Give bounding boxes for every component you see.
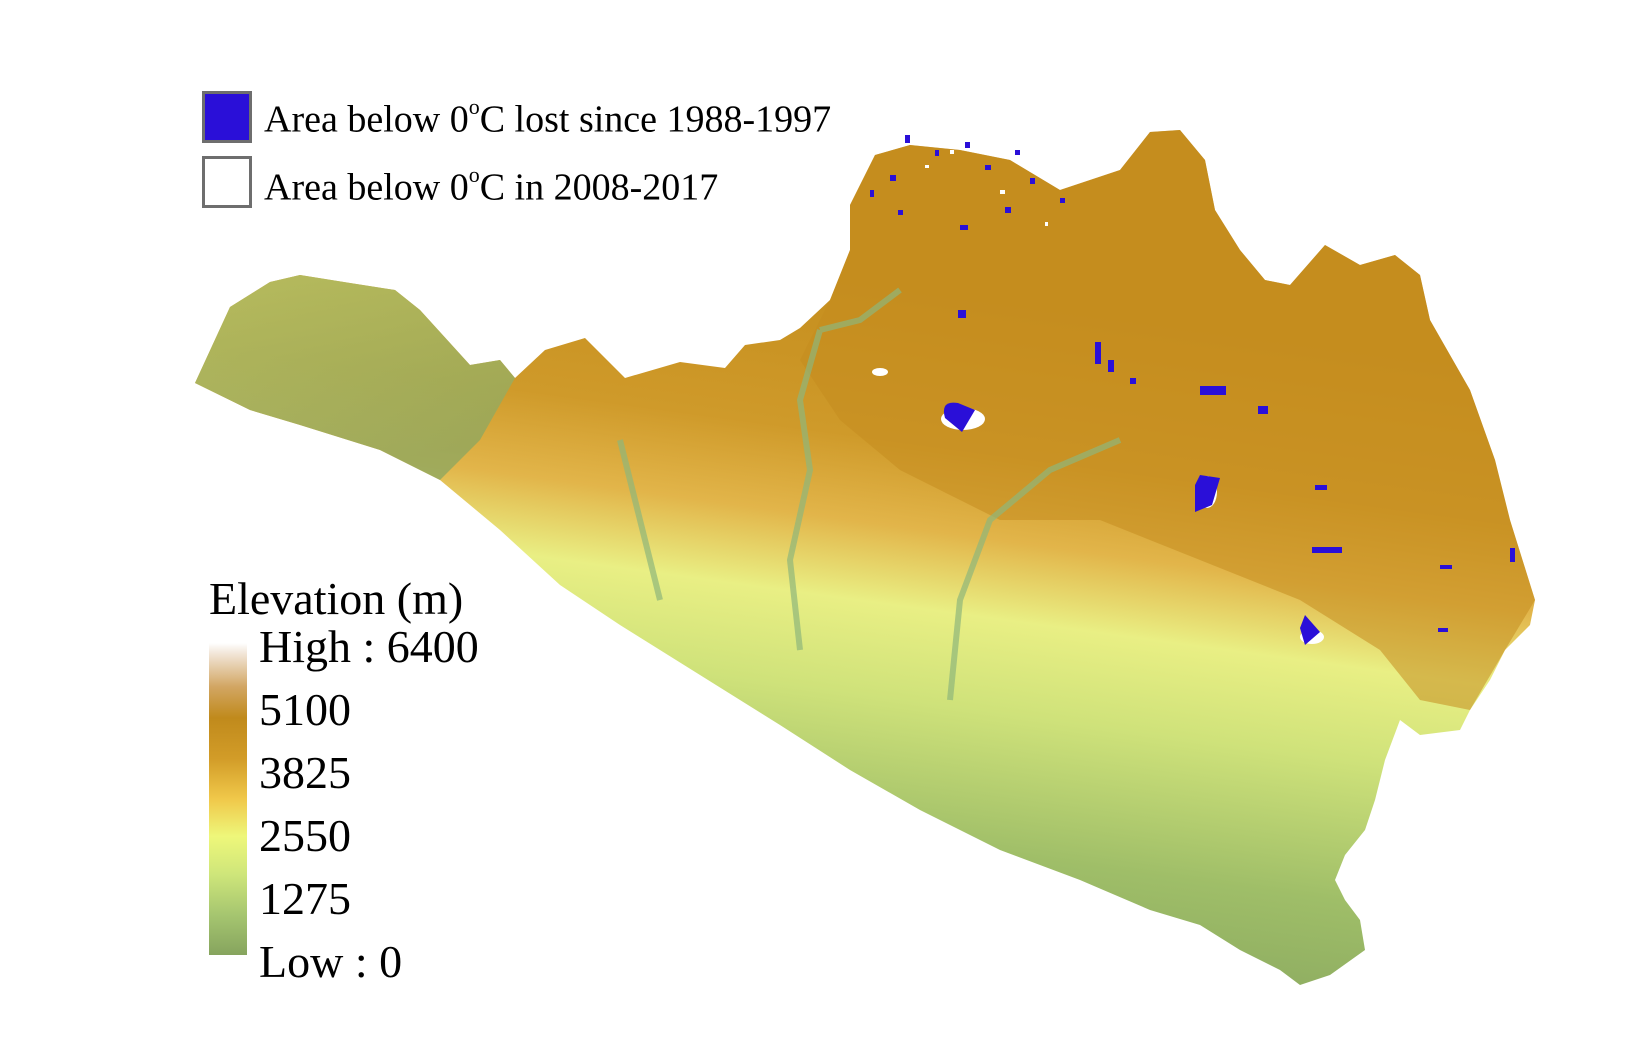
lost-area-degree: o xyxy=(468,94,480,119)
river-valleys xyxy=(617,287,1122,701)
lost-area-label-text: Area below 0 xyxy=(264,98,469,141)
current-area-degree: o xyxy=(468,162,480,187)
elevation-label-2550: 2550 xyxy=(259,810,351,861)
elevation-label-high: High : 6400 xyxy=(259,621,479,672)
elevation-label-3825: 3825 xyxy=(259,747,351,798)
lost-area-swatch xyxy=(202,91,252,143)
current-area-label-suffix: C in 2008-2017 xyxy=(479,166,719,209)
elevation-label-1275: 1275 xyxy=(259,873,351,924)
elevation-label-5100: 5100 xyxy=(259,684,351,735)
western-lowland xyxy=(195,275,515,480)
current-area-label-text: Area below 0 xyxy=(264,166,469,209)
highland-zone xyxy=(800,130,1535,710)
lost-ice-areas xyxy=(870,135,1515,645)
elevation-legend-title: Elevation (m) xyxy=(209,573,464,624)
lost-area-label: Area below 0oC lost since 1988-1997 xyxy=(264,96,832,141)
current-area-swatch xyxy=(202,156,252,208)
elevation-label-low: Low : 0 xyxy=(259,936,403,987)
current-area-label: Area below 0oC in 2008-2017 xyxy=(264,164,719,209)
lost-area-label-suffix: C lost since 1988-1997 xyxy=(479,98,832,141)
elevation-color-ramp xyxy=(209,643,247,955)
